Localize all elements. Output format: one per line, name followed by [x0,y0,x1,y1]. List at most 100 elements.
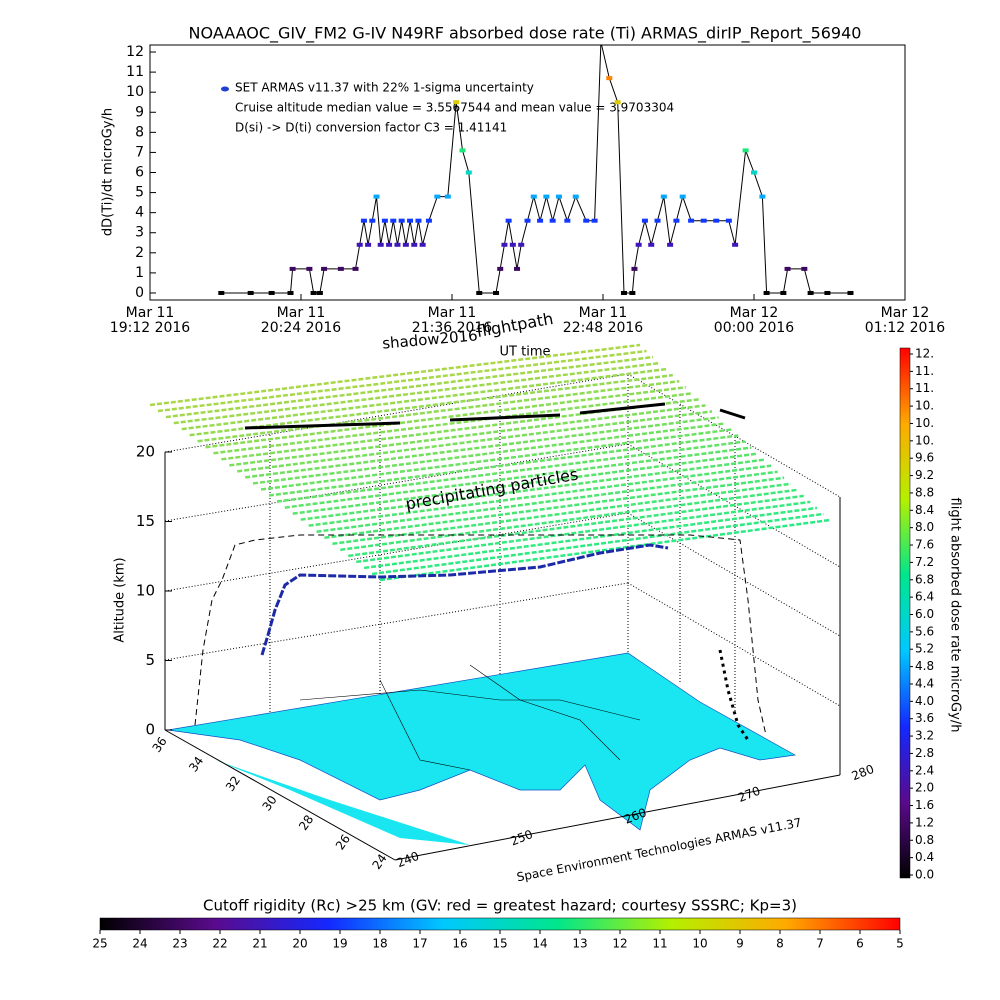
colorbar-tick-label: 25 [92,937,107,951]
data-point [356,242,363,247]
y-tick-label: 8 [135,124,144,140]
data-point [606,76,613,81]
stripe [173,361,660,425]
z-tick-label: 0 [145,721,155,739]
data-point [620,290,627,295]
data-point [759,194,766,199]
data-point [847,290,854,295]
colorbar-tick-label: 9.2 [915,468,934,482]
ground-track [194,534,767,736]
z-tick-label: 10 [136,582,155,600]
colorbar-tick-label: 0.4 [915,850,934,864]
data-point [614,100,621,105]
stripe [189,373,673,437]
data-point [306,266,313,271]
data-point [824,290,831,295]
y-tick-label: 10 [126,84,144,100]
data-point [742,148,749,153]
colorbar-tick-label: 11. [915,364,934,378]
3d-scene [149,343,841,861]
data-point [732,242,739,247]
colorbar-tick-label: 12. [915,347,934,361]
colorbar-tick-label: 10. [915,433,934,447]
chart-title: NOAAAOC_GIV_FM2 G-IV N49RF absorbed dose… [189,24,862,44]
colorbar [899,347,911,879]
colorbar-tick-label: 4.4 [915,676,934,690]
stripe [324,476,785,539]
y-tick-label: 11 [126,64,144,80]
colorbar-tick-label: 7.2 [915,555,934,569]
data-point [688,218,695,223]
y-tick-label: 0 [135,285,144,301]
y-tick-label: 9 [135,104,144,120]
stripe [237,410,713,473]
data-point [394,242,401,247]
y-tick-label: 2 [135,245,144,261]
x-tick-label: Mar 11 [277,305,326,321]
data-point [648,242,655,247]
data-point [459,148,466,153]
data-point [641,218,648,223]
data-point [629,290,636,295]
x-tick-label: Mar 11 [579,305,628,321]
y-tick-label: 7 [135,144,144,160]
colorbar-tick-label: 10. [915,416,934,430]
data-point [501,242,508,247]
x-tick-label: Mar 11 [126,305,175,321]
grid-line [627,582,841,707]
data-point [360,218,367,223]
colorbar-tick-label: 4.8 [915,659,934,673]
data-point [287,290,294,295]
data-point [398,218,405,223]
data-point [369,218,376,223]
data-point [373,194,380,199]
z-tick-label: 5 [145,651,155,669]
data-point [390,218,397,223]
data-point [268,290,275,295]
colorbar-tick-label: 19 [332,937,347,951]
data-point [509,242,516,247]
data-point [352,266,359,271]
colorbar-tick-label: 6.4 [915,590,934,604]
y-tick-label: 4 [135,205,144,221]
data-point [411,242,418,247]
data-point [381,218,388,223]
colorbar-tick-label: 11. [915,381,934,395]
colorbar-tick-label: 2.0 [915,781,934,795]
colorbar [99,917,901,931]
data-point [725,218,732,223]
y-axis-label: dD(Ti)/dt microGy/h [101,108,116,236]
stripe [363,506,818,570]
y-tick-label: 12 [126,44,144,60]
data-point [591,218,598,223]
colorbar-tick-label: 6 [856,937,864,951]
data-point [425,218,432,223]
data-point [402,242,409,247]
stripe [157,349,647,413]
data-point [365,242,372,247]
x-tick-label: 01:12 2016 [865,320,946,336]
data-point [505,218,512,223]
colorbar-tick-label: 0.8 [915,833,934,847]
data-point [289,266,296,271]
data-point [780,290,787,295]
map-land [167,652,797,831]
particle-stripes [149,343,831,582]
x-tick-label: 20:24 2016 [261,320,342,336]
map-border [379,679,471,771]
data-point [524,218,531,223]
y-tick-label: 1 [135,265,144,281]
colorbar-tick-label: 1.6 [915,798,934,812]
box-edge [164,729,396,861]
data-point [660,194,667,199]
data-point [713,218,720,223]
colorbar-tick-label: 4.0 [915,694,934,708]
colorbar-tick-label: 5.2 [915,642,934,656]
stripe [332,482,791,546]
data-point [555,194,562,199]
colorbar-tick-label: 17 [412,937,427,951]
data-point [751,170,757,175]
stripe [268,434,739,497]
x-tick-label: 21:36 2016 [412,320,493,336]
